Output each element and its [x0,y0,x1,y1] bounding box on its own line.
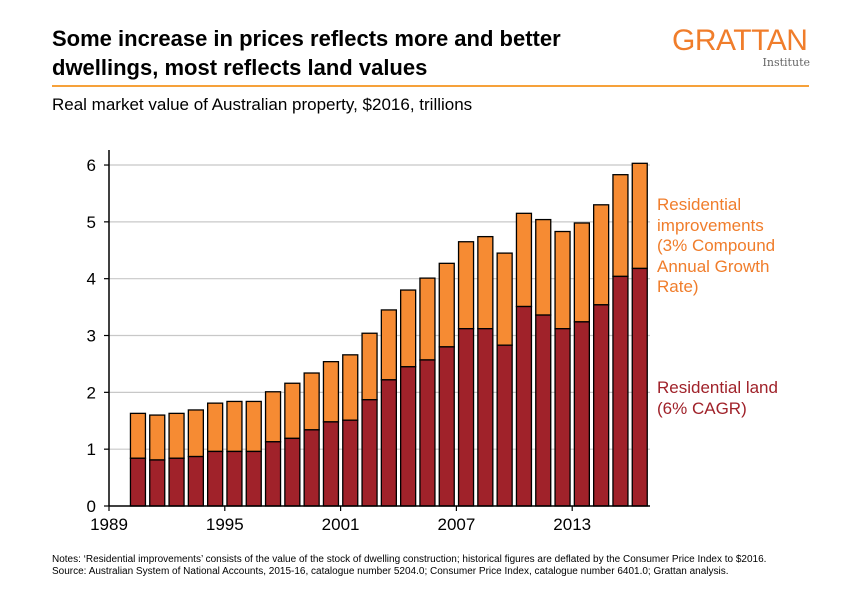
bar-land [129,457,147,507]
legend-improvements-line: Rate) [657,277,699,296]
footnotes: Notes: ‘Residential improvements’ consis… [52,554,822,578]
bar-improvements [168,412,185,459]
y-tick-label: 4 [87,270,96,289]
bar-improvements [129,412,147,459]
bar-improvements [496,252,513,346]
bar-improvements [380,309,398,381]
bar-land [593,304,610,507]
bar-land [284,437,301,507]
bar-improvements [322,361,340,423]
x-tick-label: 1995 [206,515,244,534]
bar-land [399,366,417,507]
chart-subtitle: Real market value of Australian property… [52,95,473,114]
bar-improvements [149,414,166,461]
bar-improvements [477,235,494,330]
legend-improvements-line: improvements [657,215,764,235]
x-tick-label: 2007 [437,515,475,534]
bar-land [206,450,224,507]
bar-land [612,275,629,507]
legend-improvements-line: Residential [657,195,742,214]
bar-land [168,457,185,507]
legend-improvements-line: Annual Growth [657,256,770,276]
bar-land [573,321,590,507]
y-tick-label: 0 [87,497,96,516]
legend-land-line: Residential land [657,378,778,397]
bar-improvements [612,174,629,278]
bar-land [245,450,262,507]
logo-wordmark: GRATTAN [672,24,808,57]
x-tick-label: 2013 [553,515,591,534]
bar-improvements [438,262,455,348]
bar-land [554,328,571,507]
bar-land [303,429,320,507]
bar-improvements [303,372,320,431]
bar-land [419,359,436,507]
bar-improvements [361,332,378,401]
bar-land [457,328,475,507]
y-tick-label: 1 [87,440,96,459]
bar-improvements [457,241,475,330]
bar-land [342,419,359,507]
bar-improvements [187,409,205,458]
bar-land [380,379,398,507]
bar-improvements [554,230,571,330]
bar-improvements [206,402,224,453]
x-tick-label: 2001 [322,515,360,534]
bar-land [149,459,166,507]
bar-land [438,346,455,507]
bar-land [496,344,513,507]
slide-title: Some increase in prices reflects more an… [52,26,561,80]
y-tick-label: 6 [87,156,96,175]
bar-improvements [419,277,436,361]
bar-land [226,450,243,507]
y-tick-label: 5 [87,213,96,232]
bar-land [361,399,378,507]
y-tick-label: 2 [87,383,96,402]
header-divider [52,85,809,87]
bar-improvements [593,204,610,306]
bar-improvements [264,391,282,443]
bar-land [322,421,340,507]
notes-text: Notes: ‘Residential improvements’ consis… [52,554,767,565]
bar-improvements [631,162,648,270]
legend-land-line: (6% CAGR) [657,398,747,418]
bar-improvements [573,222,590,323]
bar-land [264,441,282,507]
grattan-logo: GRATTAN Institute [672,24,812,70]
bar-improvements [515,212,533,308]
legend-improvements: Residential improvements (3% Compound An… [657,195,775,298]
bar-land [187,455,205,507]
bar-land [477,328,494,507]
x-tick-label: 1989 [90,515,128,534]
bar-improvements [399,289,417,368]
bar-land [515,305,533,507]
logo-subtext: Institute [762,56,810,69]
bar-land [535,314,552,507]
source-text: Source: Australian System of National Ac… [52,566,729,577]
bar-improvements [342,354,359,421]
legend-improvements-line: (3% Compound [657,236,776,255]
bar-improvements [226,400,243,453]
legend-land: Residential land (6% CAGR) [657,378,778,419]
y-tick-label: 3 [87,327,96,346]
bar-land [631,267,648,507]
bar-improvements [535,218,552,316]
bar-improvements [284,382,301,440]
bar-improvements [245,400,262,453]
